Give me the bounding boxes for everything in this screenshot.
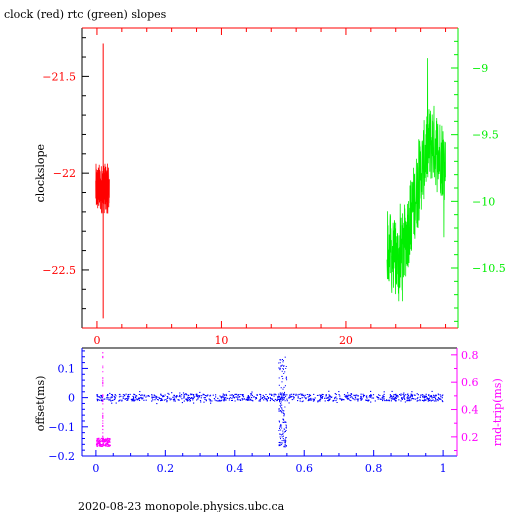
top-y-axis-label: clockslope bbox=[34, 144, 47, 202]
bot-y-tick-label: 0.1 bbox=[58, 362, 76, 375]
footer-text: 2020-08-23 monopole.physics.ubc.ca bbox=[78, 500, 285, 512]
bot-right-tick-label: 0.4 bbox=[461, 404, 479, 417]
top-x-tick-label: 0 bbox=[93, 334, 100, 347]
rtc-series bbox=[386, 58, 446, 302]
top-right-tick-label: −10 bbox=[472, 195, 495, 208]
bot-right-tick-label: 0.2 bbox=[461, 431, 479, 444]
bot-right-axis-label: rnd-trip(ms) bbox=[491, 378, 504, 446]
top-right-tick-label: −10.5 bbox=[472, 262, 506, 275]
top-y-tick-label: −22 bbox=[53, 167, 76, 180]
bot-x-tick-label: 0.4 bbox=[226, 462, 244, 475]
bot-y-tick-label: 0 bbox=[68, 392, 75, 405]
top-plot: 0 10 20 −21.5 −22 −22.5 clockslope −9 −9.5 −10 −10… bbox=[34, 27, 506, 347]
top-x-tick-label: 20 bbox=[339, 334, 353, 347]
clock-series bbox=[95, 163, 110, 214]
bottom-plot: 0 0.2 0.4 0.6 0.8 1 0.1 0 −0.1 −0.2 offset(ms) 0.8 0… bbox=[34, 347, 504, 475]
top-x-tick-label: 10 bbox=[214, 334, 228, 347]
offset-series bbox=[96, 356, 444, 448]
top-right-tick-label: −9.5 bbox=[472, 129, 499, 142]
bot-y-axis-label: offset(ms) bbox=[34, 376, 47, 432]
bot-right-tick-label: 0.6 bbox=[461, 376, 479, 389]
bot-x-tick-label: 0.8 bbox=[365, 462, 383, 475]
bot-x-tick-label: 0.2 bbox=[157, 462, 175, 475]
top-right-tick-label: −9 bbox=[472, 62, 488, 75]
bot-y-tick-label: −0.1 bbox=[48, 421, 75, 434]
chart-title: clock (red) rtc (green) slopes bbox=[4, 8, 167, 21]
top-y-tick-label: −21.5 bbox=[42, 70, 76, 83]
rndtrip-series bbox=[95, 352, 111, 447]
bot-x-tick-label: 0.6 bbox=[295, 462, 313, 475]
bot-x-tick-label: 1 bbox=[440, 462, 447, 475]
bot-x-tick-label: 0 bbox=[92, 462, 99, 475]
top-y-tick-label: −22.5 bbox=[42, 264, 76, 277]
bot-right-tick-label: 0.8 bbox=[461, 349, 479, 362]
bot-y-tick-label: −0.2 bbox=[48, 450, 75, 463]
